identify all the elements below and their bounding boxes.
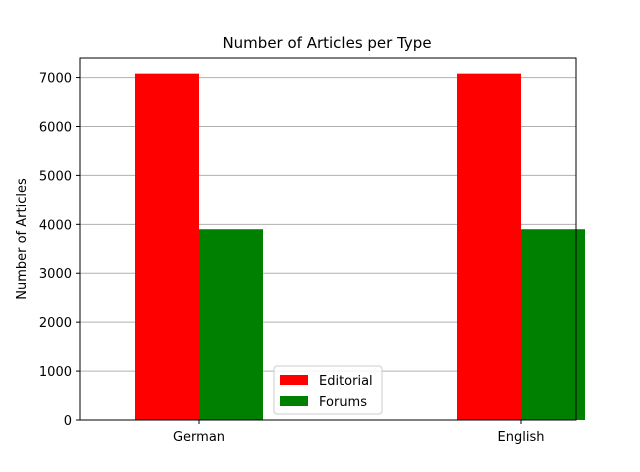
y-axis-ticks: 0 1000 2000 3000 4000 5000 6000 7000: [39, 72, 80, 429]
y-tick-label: 7000: [39, 72, 72, 87]
y-tick-label: 5000: [39, 169, 72, 184]
bars: [135, 73, 585, 420]
y-tick-label: 0: [64, 414, 72, 429]
legend-label-forums: Forums: [319, 395, 367, 410]
y-tick-label: 1000: [39, 365, 72, 380]
bar-forums-german: [199, 229, 263, 420]
y-tick-label: 2000: [39, 316, 72, 331]
y-tick-label: 3000: [39, 267, 72, 282]
legend-swatch-forums: [280, 396, 308, 406]
y-axis-label: Number of Articles: [15, 178, 30, 300]
bar-editorial-english: [457, 73, 521, 420]
plot-frame: [79, 57, 577, 421]
x-tick-label: German: [173, 430, 225, 445]
y-tick-label: 4000: [39, 218, 72, 233]
chart-title: Number of Articles per Type: [222, 34, 431, 52]
y-tick-label: 6000: [39, 120, 72, 135]
legend-label-editorial: Editorial: [319, 374, 373, 389]
x-tick-label: English: [498, 430, 545, 445]
x-axis-ticks: German English: [173, 420, 545, 445]
legend: Editorial Forums: [273, 365, 383, 415]
legend-swatch-editorial: [280, 375, 308, 385]
bar-forums-english: [521, 229, 585, 420]
bar-editorial-german: [135, 73, 199, 420]
